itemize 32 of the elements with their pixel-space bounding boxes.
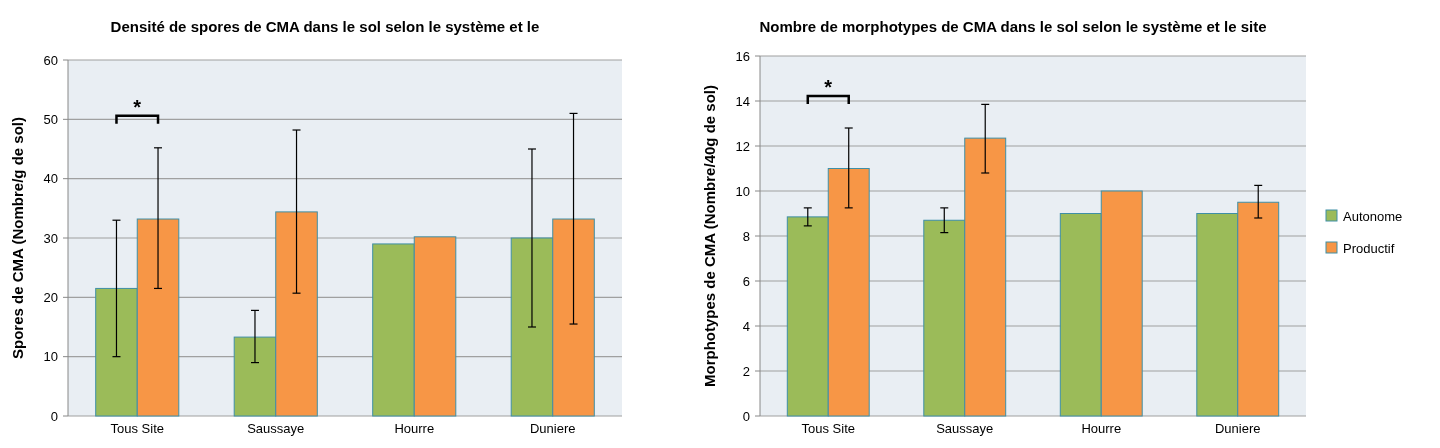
annotation: * xyxy=(133,95,142,118)
x-tick-label: Tous Site xyxy=(801,421,855,436)
chart-title: Nombre de morphotypes de CMA dans le sol selon le système et le site xyxy=(759,18,1267,35)
y-tick-label: 30 xyxy=(43,230,58,246)
y-tick-label: 8 xyxy=(742,228,750,244)
y-tick-label: 40 xyxy=(43,171,58,187)
x-tick-label: Tous Site xyxy=(110,421,164,436)
chart-title: Densité de spores de CMA dans le sol selon le système et le xyxy=(110,18,540,35)
y-tick-label: 14 xyxy=(735,93,750,109)
y-axis-title: Spores de CMA (Nombre/g de sol) xyxy=(9,117,26,359)
x-tick-label: Saussaye xyxy=(247,421,305,436)
x-tick-label: Hourre xyxy=(394,421,435,436)
x-tick-label: Saussaye xyxy=(936,421,994,436)
y-tick-label: 16 xyxy=(735,48,750,64)
y-tick-label: 10 xyxy=(43,349,58,365)
y-tick-label: 2 xyxy=(742,363,750,379)
y-tick-label: 10 xyxy=(735,183,750,199)
legend-label: Productif xyxy=(1343,240,1395,256)
x-tick-label: Duniere xyxy=(529,421,576,436)
legend-label: Autonome xyxy=(1343,208,1403,224)
y-tick-label: 12 xyxy=(735,138,750,154)
x-tick-label: Duniere xyxy=(1214,421,1261,436)
y-tick-label: 6 xyxy=(742,273,750,289)
y-axis-title: Morphotypes de CMA (Nombre/40g de sol) xyxy=(701,85,718,387)
y-tick-label: 60 xyxy=(43,52,58,68)
y-tick-label: 4 xyxy=(742,318,750,334)
annotation: * xyxy=(824,76,833,98)
y-tick-label: 20 xyxy=(43,289,58,305)
y-tick-label: 0 xyxy=(50,408,58,424)
y-tick-label: 0 xyxy=(742,408,750,424)
y-tick-label: 50 xyxy=(43,111,58,127)
x-tick-label: Hourre xyxy=(1081,421,1122,436)
